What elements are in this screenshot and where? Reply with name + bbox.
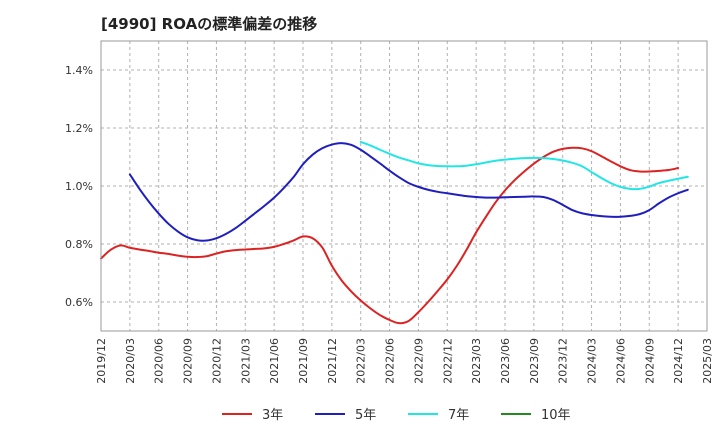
x-tick-label: 2024/06 <box>614 338 627 384</box>
x-axis-ticks: 2019/12 2020/03 2020/06 2020/09 2020/12 2021/… <box>95 338 714 384</box>
x-tick-label: 2025/03 <box>701 338 714 384</box>
legend-label: 3年 <box>262 408 283 423</box>
x-tick-label: 2023/06 <box>499 338 512 384</box>
x-tick-label: 2021/12 <box>326 338 339 384</box>
x-tick-label: 2022/12 <box>441 338 454 384</box>
x-tick-label: 2022/06 <box>384 338 397 384</box>
x-tick-label: 2020/09 <box>182 338 195 384</box>
x-tick-label: 2023/12 <box>557 338 570 384</box>
x-tick-label: 2020/03 <box>124 338 137 384</box>
x-tick-label: 2024/03 <box>586 338 599 384</box>
grid-layer <box>101 41 707 331</box>
chart-title: [4990] ROAの標準偏差の推移 <box>101 15 318 33</box>
series-line-1 <box>128 142 689 242</box>
series-line-0 <box>100 146 680 325</box>
x-tick-label: 2023/03 <box>470 338 483 384</box>
series-layer <box>100 140 689 325</box>
y-tick-label: 0.6% <box>65 296 93 309</box>
legend-label: 7年 <box>448 408 469 423</box>
x-tick-label: 2020/06 <box>153 338 166 384</box>
x-tick-label: 2023/09 <box>528 338 541 384</box>
y-tick-label: 1.2% <box>65 122 93 135</box>
x-tick-label: 2020/12 <box>210 338 223 384</box>
plot-frame <box>100 40 708 332</box>
series-line-2 <box>359 140 689 191</box>
y-tick-label: 1.4% <box>65 64 93 77</box>
x-tick-label: 2024/12 <box>672 338 685 384</box>
y-tick-label: 0.8% <box>65 238 93 251</box>
legend: 3年 5年 7年 10年 <box>222 408 571 423</box>
x-tick-label: 2019/12 <box>95 338 108 384</box>
x-tick-label: 2021/03 <box>239 338 252 384</box>
x-tick-label: 2024/09 <box>643 338 656 384</box>
x-tick-label: 2022/03 <box>355 338 368 384</box>
y-axis-ticks: 0.6% 0.8% 1.0% 1.2% 1.4% <box>65 64 93 309</box>
x-tick-label: 2021/06 <box>268 338 281 384</box>
x-tick-label: 2021/09 <box>297 338 310 384</box>
legend-label: 10年 <box>541 408 571 423</box>
x-tick-label: 2022/09 <box>412 338 425 384</box>
legend-label: 5年 <box>355 408 376 423</box>
y-tick-label: 1.0% <box>65 180 93 193</box>
